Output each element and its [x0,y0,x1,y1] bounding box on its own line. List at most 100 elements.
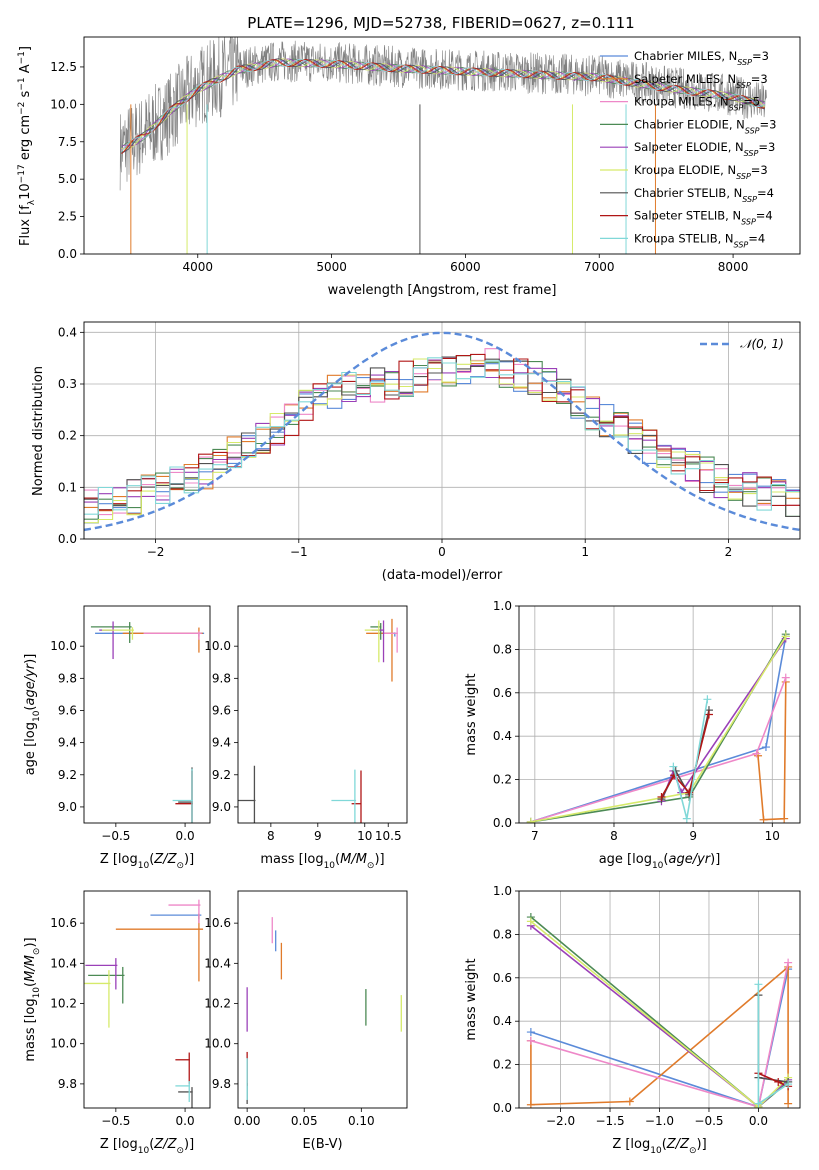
plus-marker [526,1036,535,1045]
legend-sub: SSP [736,80,751,89]
x-tick-label: 10 [357,829,372,843]
y-tick-label: 10.0 [204,639,231,653]
plus-marker [754,1099,763,1108]
label-part: A [18,64,33,77]
panel-age_vs_Z: −0.5 0.09.09.29.49.69.810.0Z [log10(Z/Z⊙)… [23,605,211,871]
y-tick-label: 9.8 [212,1077,231,1091]
y-tick-label: 10.2 [50,997,77,1011]
label-part: )] [710,852,720,867]
label-part: 10 [18,183,33,200]
y-tick-label: 9.2 [212,768,231,782]
y-tick-label: 10.0 [204,1037,231,1051]
label-part: 10 [652,861,664,871]
label-part: )] [184,1137,194,1152]
legend-text: =4 [748,231,765,245]
label-part: )] [697,1137,707,1152]
legend-text: Kroupa ELODIE, N [634,163,736,177]
label-part: −1 [17,51,27,64]
y-tick-label: 0.4 [493,729,512,743]
series-line-chabrier-miles [530,636,787,823]
y-tick-label: 0.2 [493,1058,512,1072]
y-tick-label: 10.0 [50,639,77,653]
histogram-step-chabrier-stelib [84,356,800,518]
label-part: Z/Z [153,1137,177,1152]
legend-text: Salpeter STELIB, N [634,209,741,223]
x-tick-label: −0.5 [101,1114,130,1128]
legend-text: Kroupa STELIB, N [634,231,734,245]
x-tick-label: 9 [314,829,322,843]
legend-text: Kroupa MILES, N [634,95,729,109]
plus-marker [703,695,712,704]
plus-marker [754,980,763,989]
label-part: ( [23,982,38,987]
label-part: −2 [17,102,27,115]
label-part: E(B-V) [302,1137,342,1152]
label-part: age [log [599,852,652,867]
plot-area [84,322,800,539]
y-tick-label: 1.0 [493,599,512,613]
y-tick-label: 9.4 [212,736,231,750]
label-part: λ [27,199,37,205]
x-tick-label: 9 [689,829,697,843]
label-part: Z/Z [153,852,177,867]
x-tick-label: 1 [581,545,589,559]
legend-text: =4 [757,186,774,200]
legend-sub: SSP [745,126,760,135]
y-tick-label: 9.8 [58,671,77,685]
legend-entry: 𝒩(0, 1) [740,337,784,351]
legend-sub: SSP [741,217,756,226]
legend-text: Salpeter ELODIE, N [634,140,744,154]
panel-mass_vs_ebv: 0.00 0.05 0.10 9.8 10.0 10.2 10.4 10.6 E(B-V) [204,890,408,1152]
label-part: 10 [32,987,42,999]
legend-text: =4 [756,209,773,223]
label-part: 10 [324,861,336,871]
x-tick-label: 6000 [450,260,481,274]
plot-area [238,618,398,823]
y-tick-label: 12.5 [50,60,77,74]
x-tick-label: 2 [725,545,733,559]
label-part: ( [149,852,154,867]
panel-mass_vs_Z: −0.5 0.09.810.010.210.410.6Z [log10(Z/Z⊙)… [23,890,211,1156]
y-tick-label: 10.6 [50,916,77,930]
plus-marker [752,749,761,758]
label-part: mass [log [260,852,323,867]
x-axis-label: age [log10(age/yr)] [599,852,721,871]
series-line-salpeter-miles [757,681,787,821]
legend-sub: SSP [737,58,752,67]
x-tick-label: 7000 [584,260,615,274]
plus-marker [625,1097,634,1106]
data-spectrum-line [119,37,767,191]
x-axis-label: mass [log10(M/M⊙)] [260,852,384,871]
legend-text: Chabrier MILES, N [634,49,737,63]
label-part: Z/Z [666,1137,690,1152]
x-tick-label: 0 [438,545,446,559]
legend-text: Chabrier STELIB, N [634,186,742,200]
x-tick-label: −1.0 [645,1114,674,1128]
x-tick-label: −1.5 [595,1114,624,1128]
axes-frame [83,321,801,540]
plus-marker [784,958,793,967]
legend-entry: Salpeter ELODIE, NSSP=3 [634,140,775,158]
legend-sub: SSP [729,103,744,112]
plot-area [84,899,204,1108]
label-part: Z [log [612,1137,650,1152]
series-line-chabrier-elodie [530,633,787,823]
normal-curve-line [84,331,800,532]
y-tick-label: 0.2 [58,429,77,443]
legend-entry: Chabrier MILES, NSSP=3 [634,49,769,67]
plot-area [519,891,800,1108]
label-part: ( [335,852,340,867]
panel-massweight_vs_Z: −2.0 −1.5 −1.0 −0.5 0.0 0.0 0.2 0.4 0.6 0.8 1.0 Z [… [464,884,801,1156]
x-tick-label: 8000 [718,260,749,274]
label-part: −1 [17,77,27,90]
y-tick-label: 10.2 [204,997,231,1011]
plus-marker [526,1028,535,1037]
legend-text: Salpeter MILES, N [634,72,736,86]
y-axis-label: mass weight [464,673,479,755]
plus-marker [784,1099,793,1108]
legend-entry: Chabrier STELIB, NSSP=4 [634,186,774,204]
axes-frame [237,605,408,824]
